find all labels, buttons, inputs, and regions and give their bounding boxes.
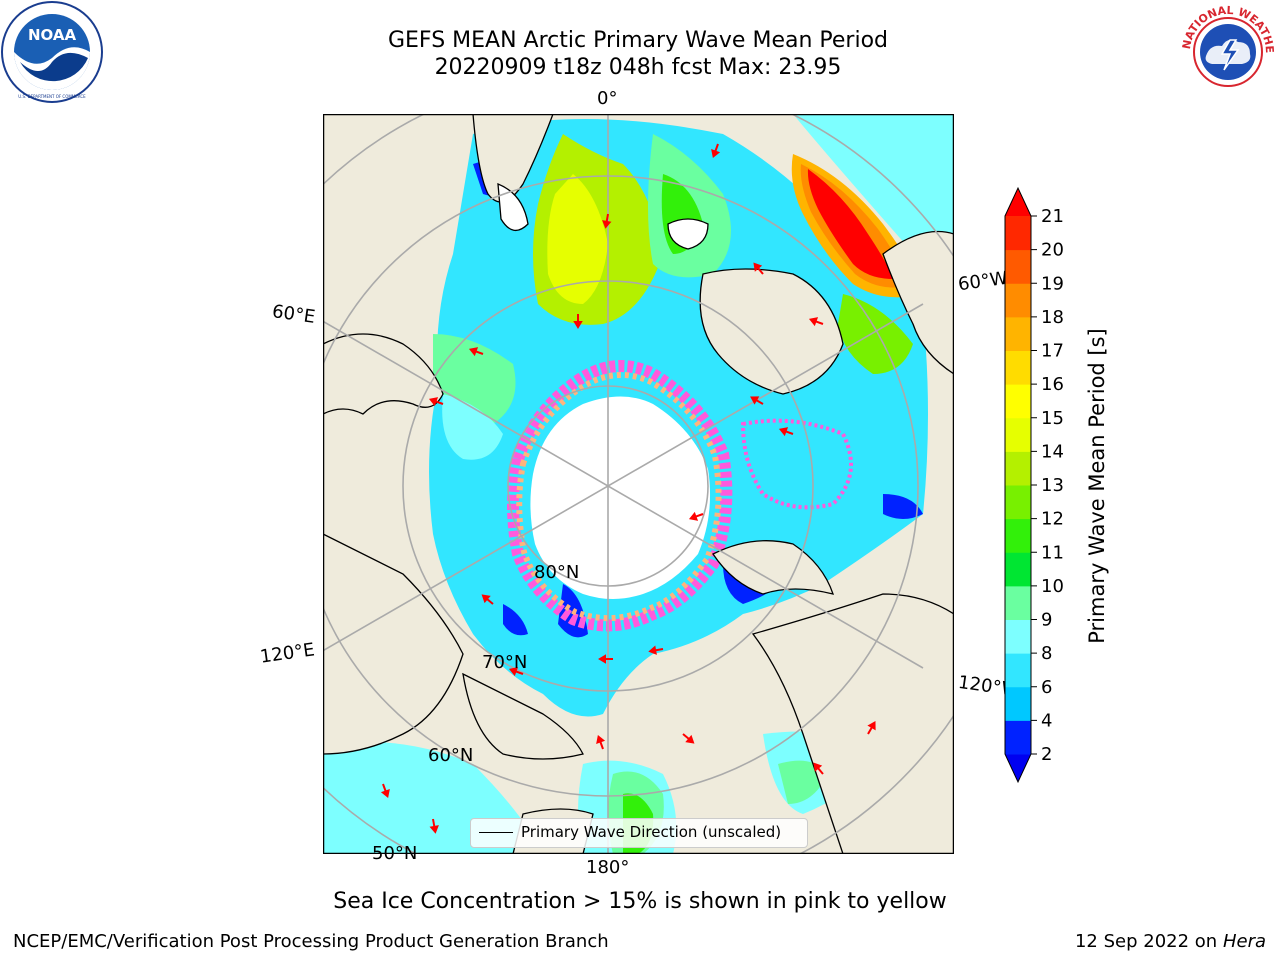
- colorbar-under-extension: [1005, 754, 1031, 782]
- colorbar-tick-label: 4: [1041, 710, 1052, 731]
- lat-label-60n: 60°N: [428, 745, 474, 766]
- map-legend: Primary Wave Direction (unscaled): [470, 818, 808, 848]
- colorbar-band: [1005, 249, 1031, 284]
- colorbar-band: [1005, 316, 1031, 351]
- colorbar-tick-label: 18: [1041, 307, 1064, 328]
- colorbar-band: [1005, 585, 1031, 620]
- lat-label-50n: 50°N: [372, 843, 418, 864]
- colorbar: 2 4 6 8 9 10 11 12 13 14 15 16 17 18 19 20 21: [1004, 186, 1064, 784]
- colorbar-tick-label: 10: [1041, 576, 1064, 597]
- colorbar-band: [1005, 485, 1031, 520]
- chart-title: GEFS MEAN Arctic Primary Wave Mean Perio…: [387, 28, 888, 53]
- colorbar-band: [1005, 384, 1031, 419]
- colorbar-band: [1005, 653, 1031, 688]
- legend-line-swatch: [479, 832, 513, 833]
- ice-covered-region: [530, 396, 711, 599]
- colorbar-tick-label: 16: [1041, 374, 1064, 395]
- colorbar-tick-label: 15: [1041, 408, 1064, 429]
- sea-ice-edge: [507, 360, 853, 632]
- lat-label-80n: 80°N: [534, 562, 580, 583]
- host-name: Hera: [1222, 931, 1266, 952]
- lon-label-0: 0°: [597, 88, 618, 109]
- colorbar-tick-label: 14: [1041, 441, 1064, 462]
- map-border: [323, 114, 954, 854]
- colorbar-tick-label: 2: [1041, 744, 1052, 765]
- colorbar-tick-label: 19: [1041, 273, 1064, 294]
- colorbar-tick-label: 9: [1041, 610, 1052, 631]
- colorbar-band: [1005, 216, 1031, 251]
- colorbar-ticks: 2 4 6 8 9 10 11 12 13 14 15 16 17 18 19 20 21: [1031, 206, 1064, 765]
- date-text: 12 Sep 2022 on: [1074, 931, 1218, 952]
- svg-text:U.S. DEPARTMENT OF COMMERCE: U.S. DEPARTMENT OF COMMERCE: [18, 94, 86, 99]
- credit-line: NCEP/EMC/Verification Post Processing Pr…: [13, 931, 609, 952]
- colorbar-band: [1005, 518, 1031, 553]
- colorbar-band: [1005, 283, 1031, 318]
- lat-label-70n: 70°N: [482, 652, 528, 673]
- wave-direction-arrows: [380, 143, 876, 834]
- colorbar-tick-label: 13: [1041, 475, 1064, 496]
- graticule: [323, 114, 954, 854]
- colorbar-band: [1005, 417, 1031, 452]
- colorbar-tick-label: 6: [1041, 677, 1052, 698]
- colorbar-tick-label: 21: [1041, 206, 1064, 227]
- colorbar-title: Primary Wave Mean Period [s]: [1085, 328, 1109, 644]
- colorbar-band: [1005, 451, 1031, 486]
- sea-ice-caption: Sea Ice Concentration > 15% is shown in …: [333, 889, 947, 914]
- coastlines: [323, 114, 954, 854]
- colorbar-tick-label: 12: [1041, 509, 1064, 530]
- date-stamp: 12 Sep 2022 on Hera: [1075, 931, 1266, 952]
- lon-label-60e: 60°E: [270, 301, 317, 328]
- lon-label-180: 180°: [586, 857, 630, 878]
- colorbar-bands: [1004, 186, 1032, 784]
- polar-map: [323, 114, 954, 854]
- colorbar-band: [1005, 552, 1031, 587]
- colorbar-band: [1005, 720, 1031, 755]
- nws-logo: NATIONAL WEATHER SERVICE: [1176, 0, 1278, 102]
- colorbar-band: [1005, 686, 1031, 721]
- noaa-logo-text: NOAA: [28, 26, 77, 44]
- lon-label-120e: 120°E: [258, 639, 316, 668]
- noaa-logo: NOAA U.S. DEPARTMENT OF COMMERCE: [1, 1, 103, 103]
- colorbar-band: [1005, 619, 1031, 654]
- chart-subtitle: 20220909 t18z 048h fcst Max: 23.95: [434, 55, 842, 80]
- legend-label: Primary Wave Direction (unscaled): [521, 823, 782, 841]
- colorbar-tick-label: 11: [1041, 542, 1064, 563]
- colorbar-over-extension: [1005, 188, 1031, 216]
- colorbar-tick-label: 8: [1041, 643, 1052, 664]
- colorbar-tick-label: 20: [1041, 240, 1064, 261]
- colorbar-tick-label: 17: [1041, 341, 1064, 362]
- colorbar-band: [1005, 350, 1031, 385]
